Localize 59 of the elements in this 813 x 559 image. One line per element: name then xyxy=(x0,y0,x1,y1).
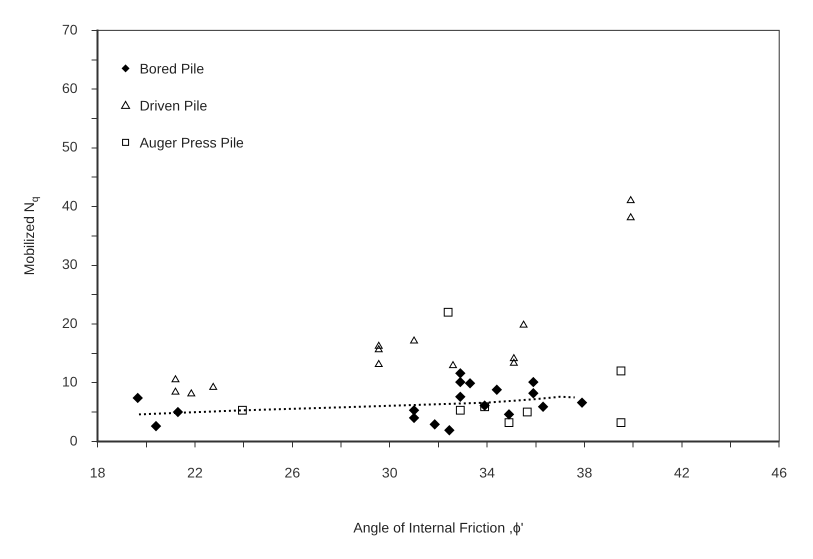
y-tick-label: 30 xyxy=(62,256,78,272)
point xyxy=(409,412,420,423)
x-tick-label: 34 xyxy=(479,464,496,481)
point xyxy=(374,342,383,349)
point xyxy=(209,382,218,390)
point xyxy=(444,425,454,436)
point xyxy=(528,388,538,398)
point xyxy=(504,418,514,427)
legend-label: Driven Pile xyxy=(140,97,208,114)
point xyxy=(522,408,532,416)
point xyxy=(172,388,180,395)
point xyxy=(492,384,502,395)
point xyxy=(455,377,466,388)
x-tick-label: 22 xyxy=(187,464,203,481)
point xyxy=(132,392,143,403)
point xyxy=(465,378,476,388)
y-axis-title: Mobilized Nq xyxy=(21,196,41,276)
point xyxy=(510,354,518,362)
x-tick-label: 30 xyxy=(382,464,398,481)
y-tick-label: 0 xyxy=(70,432,78,448)
point xyxy=(430,419,440,430)
point xyxy=(455,368,466,378)
point xyxy=(187,389,196,396)
y-tick-label: 70 xyxy=(62,21,78,38)
x-tick-label: 38 xyxy=(576,464,592,481)
point xyxy=(374,345,383,352)
x-tick-label: 46 xyxy=(771,464,788,481)
point xyxy=(528,377,538,388)
point xyxy=(510,358,518,366)
point xyxy=(151,421,161,432)
point xyxy=(172,375,180,382)
y-tick-label: 40 xyxy=(62,197,78,214)
point xyxy=(456,406,465,415)
point xyxy=(410,336,418,344)
point xyxy=(577,398,588,408)
point xyxy=(616,418,626,427)
point xyxy=(626,213,635,220)
y-tick-label: 10 xyxy=(62,374,78,390)
y-tick-label: 20 xyxy=(62,314,78,331)
legend-label: Auger Press Pile xyxy=(140,134,244,150)
point xyxy=(520,320,528,328)
point xyxy=(409,405,420,416)
point xyxy=(374,360,383,367)
point xyxy=(455,392,466,402)
point xyxy=(238,406,247,415)
x-axis-title: Angle of Internal Friction ,ϕ' xyxy=(353,519,524,536)
x-tick-label: 18 xyxy=(90,464,106,481)
point xyxy=(449,361,457,368)
y-tick-label: 60 xyxy=(62,80,78,96)
y-tick-label: 50 xyxy=(62,138,78,155)
point xyxy=(172,407,183,418)
point xyxy=(616,366,626,376)
legend-label: Bored Pile xyxy=(140,60,204,76)
point xyxy=(444,308,453,317)
point xyxy=(538,402,548,412)
x-tick-label: 42 xyxy=(674,464,690,481)
point xyxy=(626,196,635,204)
point xyxy=(504,409,514,420)
x-tick-label: 26 xyxy=(284,464,300,481)
